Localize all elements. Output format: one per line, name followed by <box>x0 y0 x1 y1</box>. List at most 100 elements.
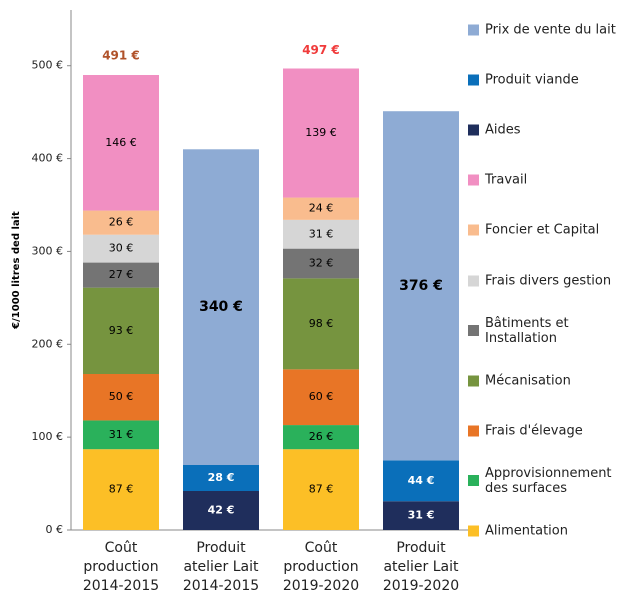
x-tick-label-line: Coût <box>305 540 338 556</box>
data-label: 50 € <box>109 390 134 403</box>
x-tick-label-line: atelier Lait <box>383 559 459 575</box>
y-tick-label: 100 € <box>32 430 64 443</box>
y-tick-label: 200 € <box>32 337 64 350</box>
bar-segment <box>183 149 259 466</box>
bar-segment <box>283 278 359 370</box>
bar-segment <box>83 262 159 288</box>
legend-item: Frais d'élevage <box>468 423 618 438</box>
legend-label: Produit viande <box>485 72 579 88</box>
total-label: 491 € <box>102 49 140 63</box>
legend-item: Foncier et Capital <box>468 223 618 238</box>
legend-label: Frais d'élevage <box>485 423 583 439</box>
legend-swatch <box>468 275 479 286</box>
legend-swatch <box>468 475 479 487</box>
x-tick-label: Coût production 2014-2015 <box>83 540 159 594</box>
x-tick-label-line: 2014-2015 <box>83 578 159 594</box>
bar-segment <box>283 68 359 198</box>
x-tick-label: Coût production 2019-2020 <box>283 540 359 594</box>
legend-item: Aides <box>468 123 618 138</box>
data-label: 340 € <box>199 299 243 315</box>
legend-item: Approvisionnement des surfaces <box>468 466 618 496</box>
y-tick-label: 300 € <box>32 244 64 257</box>
data-label: 26 € <box>309 430 334 443</box>
data-label: 93 € <box>109 324 134 337</box>
x-tick-label-line: 2014-2015 <box>183 578 259 594</box>
bar-segment <box>83 75 159 211</box>
data-label: 87 € <box>109 483 134 496</box>
bar-segment <box>383 501 459 530</box>
bar-segment <box>283 248 359 279</box>
legend-label: Mécanisation <box>485 373 571 389</box>
y-tick-label: 500 € <box>32 59 64 72</box>
x-tick-label-line: Coût <box>105 540 138 556</box>
bar-segment <box>83 374 159 421</box>
legend-item: Mécanisation <box>468 373 618 388</box>
legend-item: Prix de vente du lait <box>468 23 618 38</box>
bar-segment <box>383 111 459 461</box>
legend-label: Travail <box>485 172 528 188</box>
y-axis-label: €/1000 litres ded lait <box>11 211 22 330</box>
bar-segment <box>283 219 359 249</box>
x-tick-label: Produit atelier Lait 2014-2015 <box>183 540 259 594</box>
bar-segment <box>383 460 459 502</box>
legend-swatch <box>468 425 479 437</box>
data-label: 98 € <box>309 317 334 330</box>
data-label: 44 € <box>408 474 435 487</box>
legend-label: Aides <box>485 122 521 138</box>
data-label: 30 € <box>109 242 134 255</box>
bar-segment <box>283 369 359 426</box>
data-label: 60 € <box>309 390 334 403</box>
bar-segment <box>283 197 359 220</box>
legend-swatch <box>468 174 479 186</box>
data-label: 32 € <box>309 257 334 270</box>
bar-segment <box>283 449 359 530</box>
legend-swatch <box>468 224 479 236</box>
data-label: 31 € <box>408 509 435 522</box>
x-tick-label-line: Produit <box>196 540 246 556</box>
data-label: 87 € <box>309 483 334 496</box>
data-label: 376 € <box>399 278 443 294</box>
bar-segment <box>83 449 159 530</box>
legend-swatch <box>468 124 479 136</box>
legend-label: Foncier et Capital <box>485 222 600 238</box>
data-label: 139 € <box>305 126 337 139</box>
legend-label: Prix de vente du lait <box>485 22 616 38</box>
data-label: 27 € <box>109 268 134 281</box>
x-tick-label-line: production <box>283 559 358 575</box>
bar-segment <box>283 425 359 450</box>
legend-item: Frais divers gestion <box>468 273 618 288</box>
data-label: 42 € <box>208 504 235 517</box>
legend-item: Travail <box>468 173 618 188</box>
x-tick-label-line: atelier Lait <box>183 559 259 575</box>
y-tick-label: 0 € <box>46 523 64 536</box>
x-tick-label-line: production <box>83 559 158 575</box>
legend-item: Produit viande <box>468 73 618 88</box>
bar-segment <box>83 210 159 235</box>
data-label: 24 € <box>309 202 334 215</box>
x-tick-label-line: Produit <box>396 540 446 556</box>
legend-label: Frais divers gestion <box>485 273 612 288</box>
legend-label: Alimentation <box>485 523 568 539</box>
data-label: 26 € <box>109 216 134 229</box>
legend-swatch <box>468 375 479 387</box>
bar-segment <box>183 465 259 491</box>
x-tick-label-line: 2019-2020 <box>383 578 459 594</box>
data-label: 31 € <box>109 428 134 441</box>
x-tick-label: Produit atelier Lait 2019-2020 <box>383 540 459 594</box>
legend-label: Bâtiments et Installation <box>485 315 569 346</box>
legend-label: Approvisionnement des surfaces <box>485 465 612 496</box>
legend-swatch <box>468 325 479 337</box>
data-label: 28 € <box>208 471 235 484</box>
legend-swatch <box>468 525 479 537</box>
y-tick-label: 400 € <box>32 152 64 165</box>
legend-item: Alimentation <box>468 524 618 539</box>
bar-segment <box>183 491 259 530</box>
bar-segment <box>83 420 159 450</box>
data-label: 31 € <box>309 227 334 240</box>
x-tick-label-line: 2019-2020 <box>283 578 359 594</box>
legend-item: Bâtiments et Installation <box>468 316 618 346</box>
bar-segment <box>83 234 159 263</box>
legend-swatch <box>468 74 479 86</box>
